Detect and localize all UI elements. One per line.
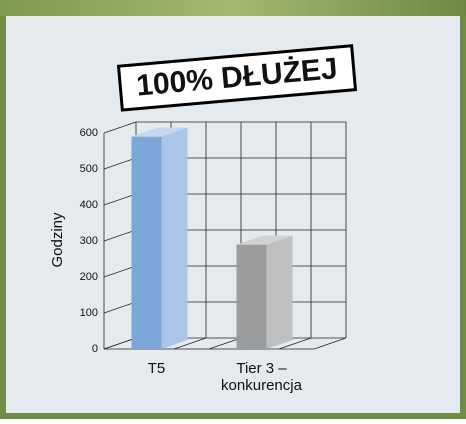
bar-side (267, 236, 293, 349)
bar-front (237, 245, 267, 349)
y-tick-label: 300 (80, 235, 98, 247)
label-line: Tier 3 – (236, 360, 287, 377)
label-line: konkurencja (221, 377, 303, 394)
y-axis-title: Godziny (49, 212, 66, 268)
label-line: T5 (148, 360, 166, 377)
y-tick-label: 500 (80, 163, 98, 175)
x-tick-label: T5 (148, 360, 166, 377)
chart: Godziny 100% DŁUŻEJ 0100200300400500600T… (0, 0, 466, 419)
y-tick-label: 600 (80, 127, 98, 139)
y-tick-label: 100 (80, 307, 98, 319)
y-tick-label: 0 (92, 343, 98, 355)
y-tick-label: 400 (80, 199, 98, 211)
y-tick-label: 200 (80, 271, 98, 283)
top-strip (0, 0, 466, 16)
bar-side (162, 128, 188, 349)
bar-front (132, 137, 162, 349)
